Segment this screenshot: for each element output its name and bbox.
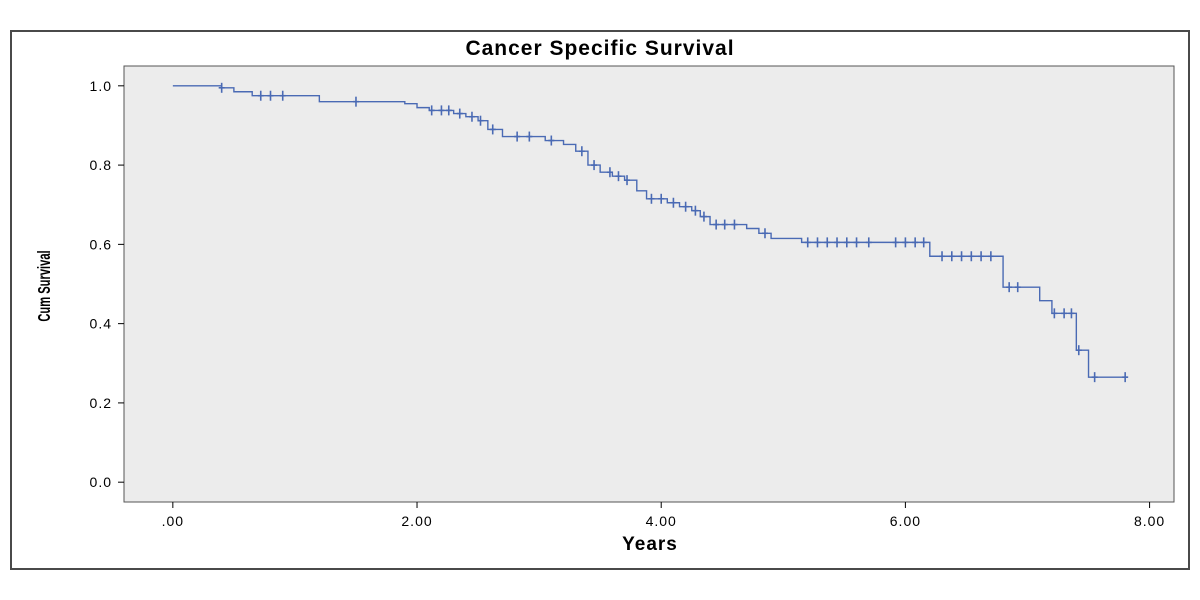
censor-mark — [892, 237, 899, 248]
censor-mark — [920, 237, 927, 248]
censor-mark — [761, 228, 768, 239]
x-axis-title: Years — [622, 534, 678, 555]
x-tick-label: .00 — [162, 513, 184, 529]
censor-mark — [670, 197, 677, 208]
censor-marks — [218, 82, 1129, 383]
censor-mark — [1051, 308, 1058, 319]
x-axis-ticks: .00 2.00 4.00 6.00 8.00 — [162, 502, 1165, 529]
censor-mark — [1006, 282, 1013, 293]
censor-mark — [352, 96, 359, 107]
censor-mark — [814, 237, 821, 248]
censor-mark — [804, 237, 811, 248]
x-tick-label: 2.00 — [401, 513, 432, 529]
censor-mark — [939, 251, 946, 262]
censor-mark — [489, 124, 496, 135]
censor-mark — [824, 237, 831, 248]
censor-mark — [865, 237, 872, 248]
x-tick-label: 6.00 — [890, 513, 921, 529]
censor-mark — [1061, 308, 1068, 319]
censor-mark — [843, 237, 850, 248]
y-tick-label: 0.0 — [90, 474, 112, 490]
censor-mark — [968, 251, 975, 262]
y-tick-label: 0.4 — [90, 316, 112, 332]
y-axis-ticks: 0.0 0.2 0.4 0.6 0.8 1.0 — [90, 78, 124, 490]
censor-mark — [902, 237, 909, 248]
censor-mark — [834, 237, 841, 248]
censor-mark — [445, 105, 452, 116]
censor-mark — [428, 105, 435, 116]
chart-frame: Cancer Specific Survival Years Cum Survi… — [10, 30, 1190, 570]
censor-mark — [1014, 282, 1021, 293]
censor-mark — [591, 160, 598, 171]
y-tick-label: 1.0 — [90, 78, 112, 94]
censor-mark — [958, 251, 965, 262]
plot-area — [123, 65, 1175, 503]
censor-mark — [456, 108, 463, 119]
censor-mark — [615, 171, 622, 182]
censor-mark — [257, 90, 264, 101]
y-tick-label: 0.2 — [90, 395, 112, 411]
censor-mark — [853, 237, 860, 248]
censor-mark — [578, 146, 585, 157]
censor-mark — [477, 115, 484, 126]
censor-mark — [1122, 372, 1129, 383]
censor-mark — [700, 211, 707, 222]
censor-mark — [1091, 372, 1098, 383]
censor-mark — [658, 193, 665, 204]
censor-mark — [548, 135, 555, 146]
censor-mark — [682, 201, 689, 212]
censor-mark — [526, 131, 533, 142]
y-tick-label: 0.8 — [90, 157, 112, 173]
chart-svg: Cancer Specific Survival Years Cum Survi… — [34, 37, 1175, 555]
censor-mark — [731, 219, 738, 230]
censor-mark — [624, 175, 631, 186]
censor-mark — [438, 105, 445, 116]
censor-mark — [713, 219, 720, 230]
censor-mark — [218, 82, 225, 93]
y-axis-title: Cum Survival — [34, 250, 54, 321]
censor-mark — [978, 251, 985, 262]
censor-mark — [1075, 345, 1082, 356]
censor-mark — [606, 167, 613, 178]
censor-mark — [1068, 308, 1075, 319]
chart-title: Cancer Specific Survival — [465, 37, 734, 60]
x-tick-label: 4.00 — [646, 513, 677, 529]
censor-mark — [721, 219, 728, 230]
censor-mark — [948, 251, 955, 262]
censor-mark — [514, 131, 521, 142]
censor-mark — [468, 111, 475, 122]
censor-mark — [267, 90, 274, 101]
y-tick-label: 0.6 — [90, 236, 112, 252]
censor-mark — [987, 251, 994, 262]
x-tick-label: 8.00 — [1134, 513, 1165, 529]
censor-mark — [692, 205, 699, 216]
censor-mark — [912, 237, 919, 248]
censor-mark — [279, 90, 286, 101]
censor-mark — [648, 193, 655, 204]
